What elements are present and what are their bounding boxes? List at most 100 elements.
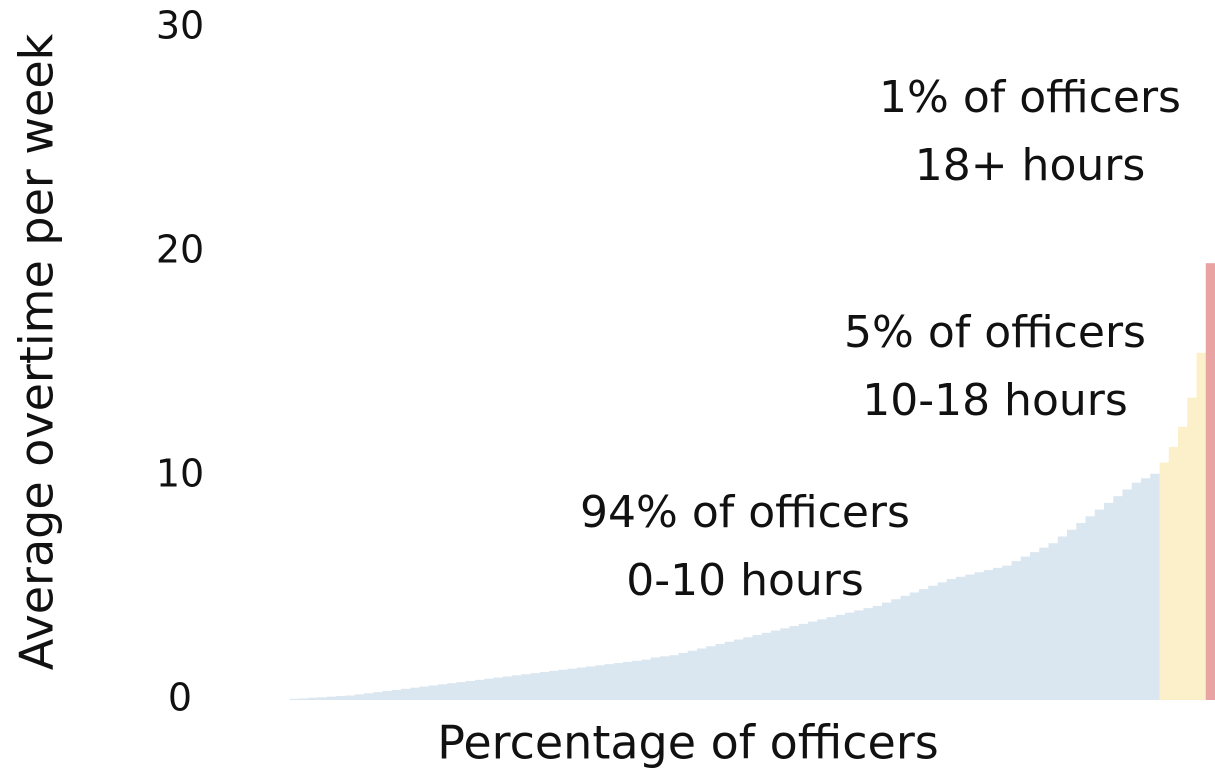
bar: [613, 663, 624, 700]
bar: [956, 576, 966, 700]
bar: [965, 574, 975, 700]
bar: [539, 672, 550, 700]
bar: [1085, 516, 1096, 700]
bar: [641, 659, 652, 700]
y-axis-label: Average overtime per week: [10, 33, 64, 670]
annotation: 1% of officers: [879, 72, 1181, 123]
bar: [882, 602, 892, 700]
bar: [1141, 478, 1151, 700]
y-tick-label: 10: [156, 452, 204, 496]
bar: [1048, 543, 1059, 700]
bar: [308, 697, 319, 700]
bar: [937, 582, 948, 700]
bar: [512, 675, 522, 700]
bar: [1196, 352, 1207, 700]
bar: [530, 673, 541, 700]
bar: [650, 657, 661, 700]
bar: [909, 592, 920, 700]
bar: [419, 686, 430, 700]
bar: [493, 677, 504, 700]
bar: [373, 692, 383, 700]
bar: [1020, 556, 1031, 700]
bar: [798, 623, 809, 700]
bar: [345, 695, 356, 700]
bar: [1002, 565, 1012, 700]
bar: [1039, 547, 1049, 700]
bar: [974, 572, 985, 700]
bar: [438, 684, 448, 700]
bar: [502, 676, 513, 700]
bar: [299, 698, 309, 700]
bar: [771, 630, 781, 700]
annotation: 18+ hours: [915, 140, 1146, 191]
bar: [327, 696, 337, 700]
bar: [854, 610, 864, 700]
bar: [364, 693, 374, 700]
bar: [1011, 561, 1022, 700]
bar: [928, 585, 938, 700]
bar: [1131, 482, 1142, 700]
y-tick-label: 30: [156, 4, 204, 48]
bar: [660, 656, 670, 700]
bar: [993, 567, 1003, 700]
bar: [835, 614, 846, 700]
y-tick-label: 0: [168, 676, 192, 720]
annotation: 94% of officers: [580, 487, 910, 538]
bar: [336, 695, 346, 700]
bar: [1030, 552, 1040, 700]
bar: [706, 646, 716, 700]
bar: [826, 617, 837, 700]
bar: [595, 665, 605, 700]
bar: [1187, 397, 1197, 700]
bar: [678, 652, 689, 700]
bar: [632, 660, 642, 700]
bar: [1168, 446, 1179, 700]
bar: [734, 639, 744, 700]
bar: [983, 570, 994, 700]
bar: [669, 655, 679, 700]
bar: [1178, 426, 1188, 700]
bar: [521, 674, 531, 700]
bar: [484, 678, 494, 700]
bar: [1104, 502, 1114, 700]
bar: [623, 661, 633, 700]
bar: [391, 689, 402, 700]
bar: [1094, 509, 1105, 700]
bar: [789, 626, 800, 700]
bar: [1067, 529, 1077, 700]
bar: [946, 579, 957, 700]
x-axis-label: Percentage of officers: [437, 716, 938, 770]
bar: [863, 608, 874, 700]
bar: [1150, 473, 1160, 700]
bar: [382, 691, 393, 700]
bar: [290, 698, 300, 700]
bar: [1113, 496, 1123, 700]
bar: [1159, 462, 1170, 700]
annotation: 10-18 hours: [862, 375, 1128, 426]
bar: [1205, 263, 1215, 700]
bar: [549, 670, 559, 700]
bar: [1057, 536, 1068, 700]
bar: [465, 680, 476, 700]
bar: [604, 664, 615, 700]
bar: [743, 637, 753, 700]
bar: [872, 605, 883, 700]
bar: [817, 619, 827, 700]
bar: [761, 632, 772, 700]
bar: [900, 595, 911, 700]
bar: [845, 612, 855, 700]
bar: [401, 688, 411, 700]
bar: [724, 641, 735, 700]
bar: [1122, 489, 1133, 700]
bar: [475, 679, 485, 700]
bar: [919, 589, 929, 700]
bar: [687, 650, 698, 700]
bar: [586, 666, 596, 700]
bar: [410, 687, 420, 700]
bar: [576, 667, 587, 700]
bar: [428, 685, 439, 700]
bar: [567, 668, 578, 700]
y-tick-label: 20: [156, 228, 204, 272]
bar: [1076, 523, 1086, 700]
